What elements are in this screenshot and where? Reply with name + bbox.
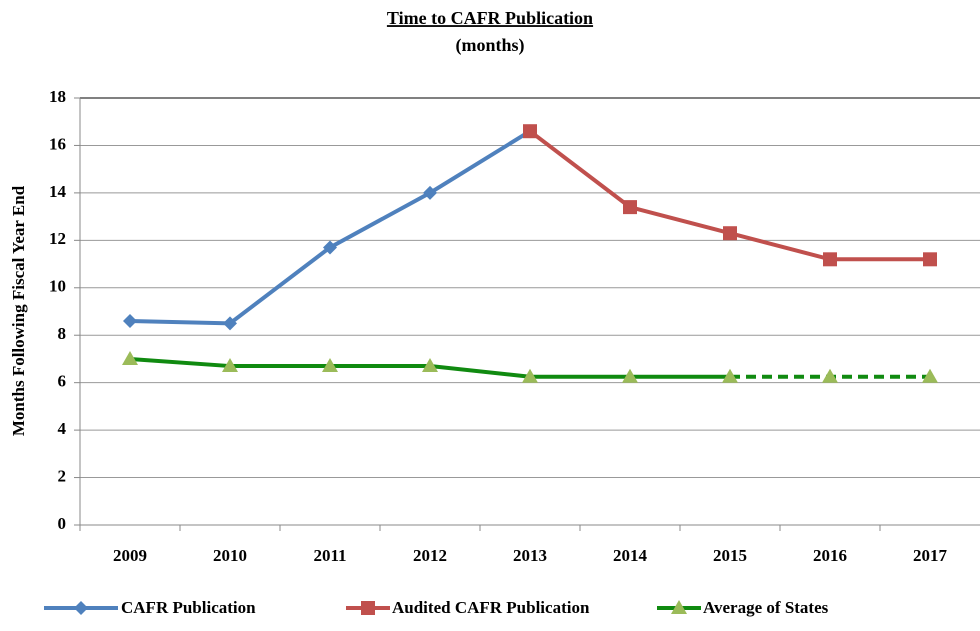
marker	[723, 226, 737, 241]
chart-title: Time to CAFR Publication	[387, 8, 593, 28]
marker	[122, 350, 138, 365]
marker	[622, 368, 638, 383]
series-line	[129, 129, 532, 326]
y-tick-label: 4	[58, 419, 67, 438]
marker	[423, 185, 437, 200]
marker	[822, 368, 838, 383]
marker	[823, 252, 837, 267]
x-tick-label: 2010	[213, 546, 247, 565]
legend-label: Average of States	[703, 598, 829, 617]
y-tick-label: 14	[49, 182, 67, 201]
chart-subtitle: (months)	[455, 35, 524, 56]
legend-label: CAFR Publication	[121, 598, 256, 617]
marker	[523, 124, 537, 139]
y-tick-label: 18	[49, 87, 66, 106]
x-tick-label: 2015	[713, 546, 747, 565]
marker	[923, 252, 937, 267]
marker	[922, 368, 938, 383]
x-tick-label: 2011	[313, 546, 346, 565]
marker	[623, 200, 637, 215]
y-tick-label: 8	[58, 324, 67, 343]
y-tick-label: 10	[49, 277, 66, 296]
marker	[361, 601, 375, 615]
x-tick-label: 2016	[813, 546, 847, 565]
marker	[222, 358, 238, 373]
marker	[223, 316, 237, 331]
marker	[323, 240, 337, 255]
y-tick-label: 6	[58, 372, 67, 391]
marker	[74, 601, 88, 615]
x-tick-label: 2009	[113, 546, 147, 565]
marker	[422, 358, 438, 373]
y-tick-label: 16	[49, 134, 66, 153]
marker	[322, 358, 338, 373]
y-axis-label: Months Following Fiscal Year End	[9, 185, 28, 436]
x-tick-label: 2013	[513, 546, 547, 565]
legend-label: Audited CAFR Publication	[392, 598, 590, 617]
marker	[671, 600, 687, 614]
y-tick-label: 12	[49, 229, 66, 248]
y-tick-label: 0	[58, 514, 67, 533]
marker	[722, 368, 738, 383]
y-tick-label: 2	[58, 466, 67, 485]
x-tick-label: 2012	[413, 546, 447, 565]
x-tick-label: 2014	[613, 546, 648, 565]
marker	[522, 368, 538, 383]
x-tick-label: 2017	[913, 546, 948, 565]
marker	[123, 313, 137, 328]
